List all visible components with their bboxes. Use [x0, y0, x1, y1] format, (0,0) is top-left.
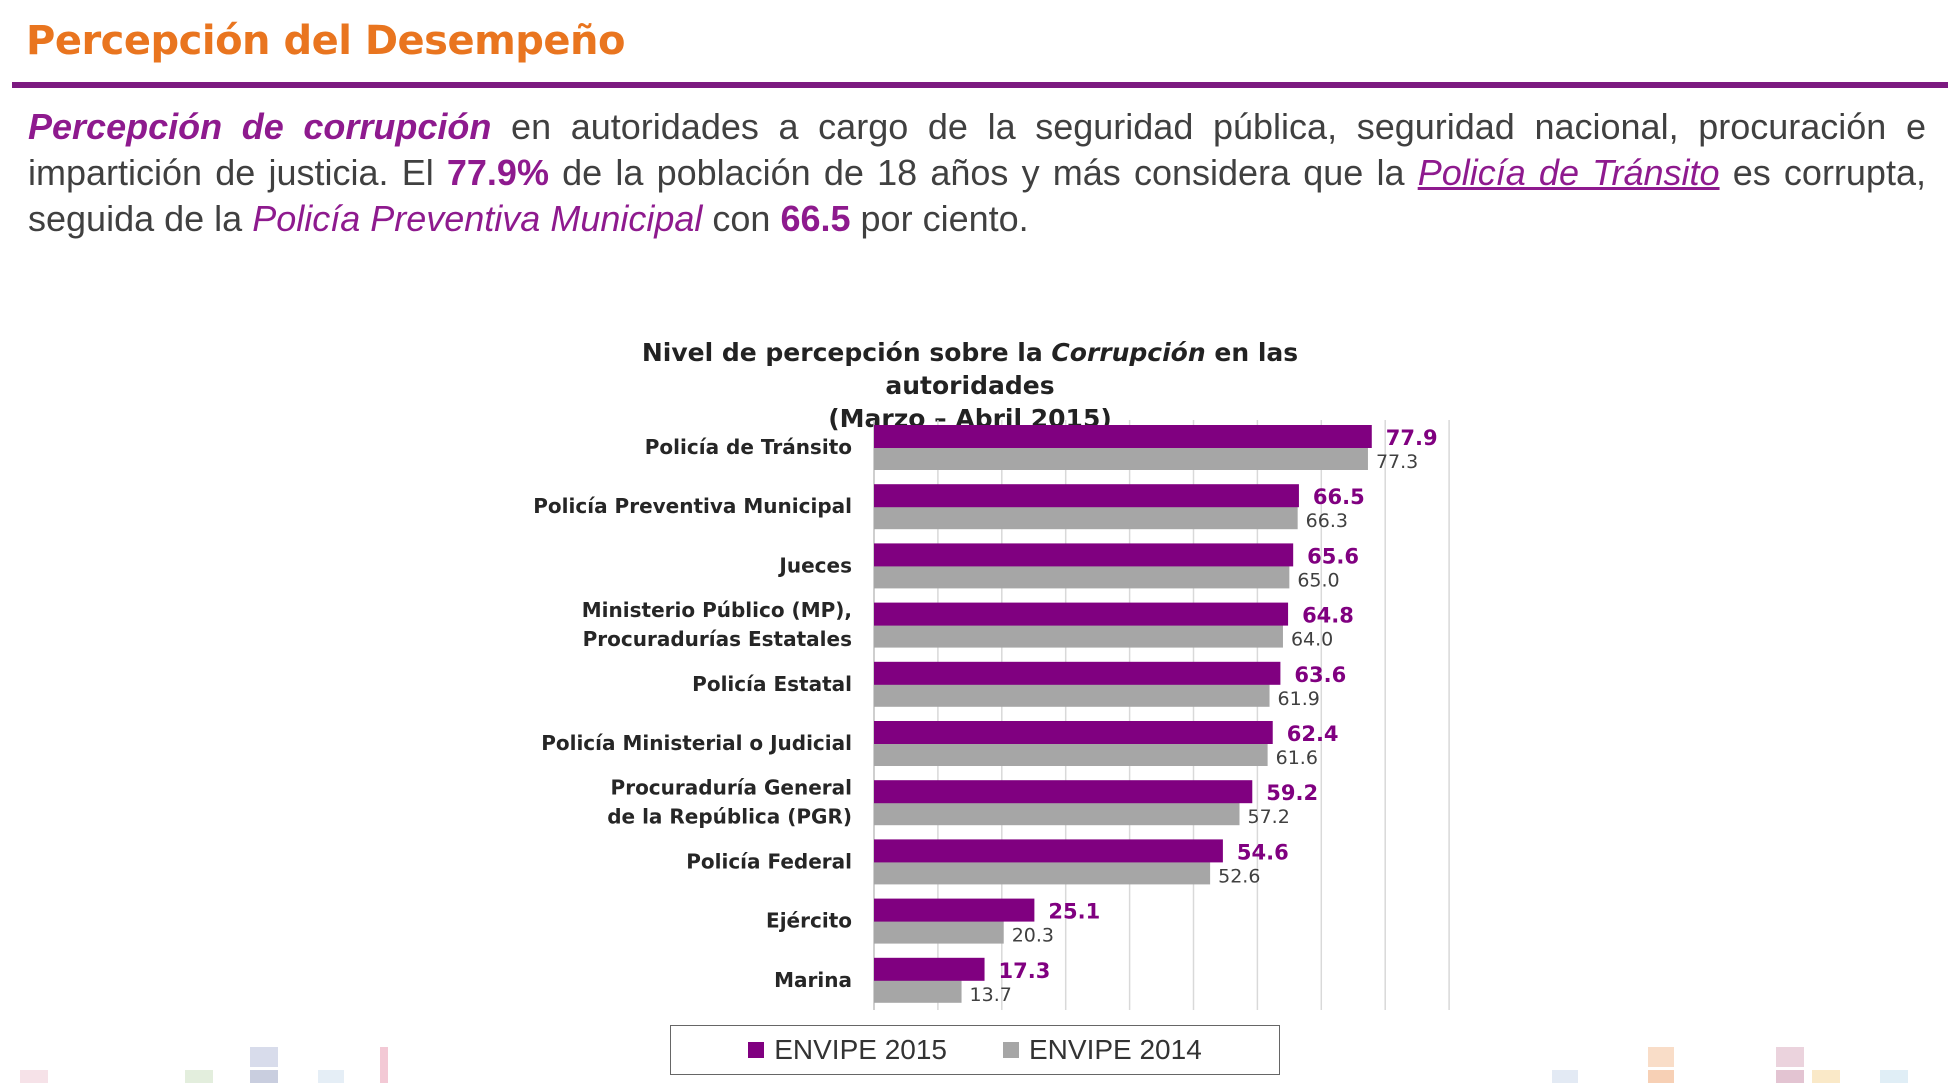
value-label-2015: 59.2	[1266, 781, 1318, 805]
decor-square	[1776, 1047, 1804, 1067]
bar-envipe-2014	[874, 624, 1283, 648]
legend-item-2015: ENVIPE 2015	[748, 1034, 947, 1066]
decor-square	[1648, 1070, 1674, 1083]
legend-label-2015: ENVIPE 2015	[774, 1034, 947, 1065]
value-label-2014: 20.3	[1012, 925, 1054, 947]
legend-label-2014: ENVIPE 2014	[1029, 1034, 1202, 1065]
bar-envipe-2014	[874, 447, 1368, 470]
bar-envipe-2015	[874, 543, 1294, 567]
bar-envipe-2014	[874, 565, 1290, 589]
intro-percentage: 77.9%	[446, 152, 549, 193]
intro-paragraph: Percepción de corrupción en autoridades …	[28, 104, 1926, 242]
chart-title-line: Nivel de percepción sobre la Corrupción …	[580, 336, 1360, 402]
value-label-2015: 66.5	[1313, 485, 1365, 509]
bar-envipe-2015	[874, 484, 1299, 508]
bar-envipe-2014	[874, 506, 1298, 530]
bar-envipe-2015	[874, 839, 1223, 863]
category-label: Procuraduría General	[611, 776, 852, 800]
value-label-2014: 13.7	[970, 984, 1012, 1006]
title-divider	[12, 82, 1948, 88]
category-label: Policía de Tránsito	[645, 435, 852, 459]
intro-text-2: de la población de 18 años y más conside…	[548, 152, 1418, 193]
value-label-2015: 62.4	[1287, 722, 1339, 746]
category-label: Jueces	[777, 553, 852, 577]
intro-second-authority: Policía Preventiva Municipal	[252, 198, 703, 239]
intro-text-5: por ciento.	[850, 198, 1029, 239]
decor-square	[1552, 1070, 1578, 1083]
bar-envipe-2015	[874, 661, 1281, 685]
bar-envipe-2015	[874, 957, 985, 981]
category-label: Ejército	[766, 909, 852, 933]
chart-title-italic: Corrupción	[1051, 338, 1206, 367]
value-label-2014: 52.6	[1218, 865, 1260, 887]
legend-item-2014: ENVIPE 2014	[1003, 1034, 1202, 1066]
category-label: Ministerio Público (MP),	[582, 598, 852, 622]
legend-swatch-2015	[748, 1042, 765, 1058]
bar-envipe-2014	[874, 920, 1004, 944]
category-label: de la República (PGR)	[607, 805, 852, 829]
decor-square	[1880, 1070, 1908, 1083]
intro-term: Percepción de corrupción	[28, 106, 492, 147]
category-label: Policía Ministerial o Judicial	[541, 731, 852, 755]
page-title: Percepción del Desempeño	[26, 18, 626, 64]
decor-square	[318, 1070, 344, 1083]
bar-envipe-2014	[874, 683, 1270, 707]
category-label: Policía Estatal	[692, 672, 852, 696]
category-label: Marina	[774, 968, 852, 992]
chart-title-part2: en las autoridades	[885, 338, 1299, 400]
value-label-2015: 65.6	[1307, 544, 1359, 568]
value-label-2014: 77.3	[1376, 451, 1418, 473]
bar-envipe-2015	[874, 780, 1253, 804]
value-label-2015: 77.9	[1386, 426, 1438, 450]
bar-envipe-2014	[874, 979, 962, 1003]
value-label-2014: 61.6	[1276, 747, 1318, 769]
decor-square	[250, 1047, 278, 1067]
value-label-2015: 25.1	[1048, 900, 1100, 924]
value-label-2014: 61.9	[1278, 688, 1320, 710]
bar-envipe-2015	[874, 721, 1273, 744]
chart-legend: ENVIPE 2015 ENVIPE 2014	[670, 1025, 1280, 1075]
value-label-2014: 64.0	[1291, 629, 1333, 651]
intro-text-3: es corrupta, seguida de la	[28, 152, 1926, 239]
intro-text-1: en autoridades a cargo de la seguridad p…	[28, 106, 1926, 193]
legend-swatch-2014	[1003, 1042, 1019, 1058]
value-label-2015: 63.6	[1294, 663, 1346, 687]
category-label: Procuradurías Estatales	[583, 627, 852, 651]
bar-envipe-2014	[874, 743, 1268, 766]
decor-square	[1812, 1070, 1840, 1083]
bar-envipe-2014	[874, 802, 1240, 826]
intro-text-4: con	[702, 198, 781, 239]
category-label: Policía Federal	[686, 849, 852, 873]
value-label-2015: 64.8	[1302, 604, 1354, 628]
bar-envipe-2015	[874, 425, 1372, 448]
decor-square	[1648, 1047, 1674, 1067]
bar-envipe-2015	[874, 602, 1289, 626]
decor-square	[250, 1070, 278, 1083]
chart-title-part1: Nivel de percepción sobre la	[641, 338, 1052, 367]
decor-square	[1776, 1070, 1804, 1083]
intro-second-value: 66.5	[780, 198, 851, 239]
decor-square	[20, 1070, 48, 1083]
decor-square	[185, 1070, 213, 1083]
category-label: Policía Preventiva Municipal	[533, 494, 852, 518]
value-label-2014: 66.3	[1306, 510, 1348, 532]
intro-policia-transito-link[interactable]: Policía de Tránsito	[1417, 152, 1720, 193]
value-label-2015: 17.3	[999, 959, 1051, 983]
bar-envipe-2014	[874, 861, 1211, 885]
value-label-2014: 65.0	[1297, 569, 1339, 591]
value-label-2015: 54.6	[1237, 840, 1289, 864]
value-label-2014: 57.2	[1248, 806, 1290, 828]
decor-square	[380, 1047, 388, 1083]
bar-envipe-2015	[874, 898, 1035, 922]
